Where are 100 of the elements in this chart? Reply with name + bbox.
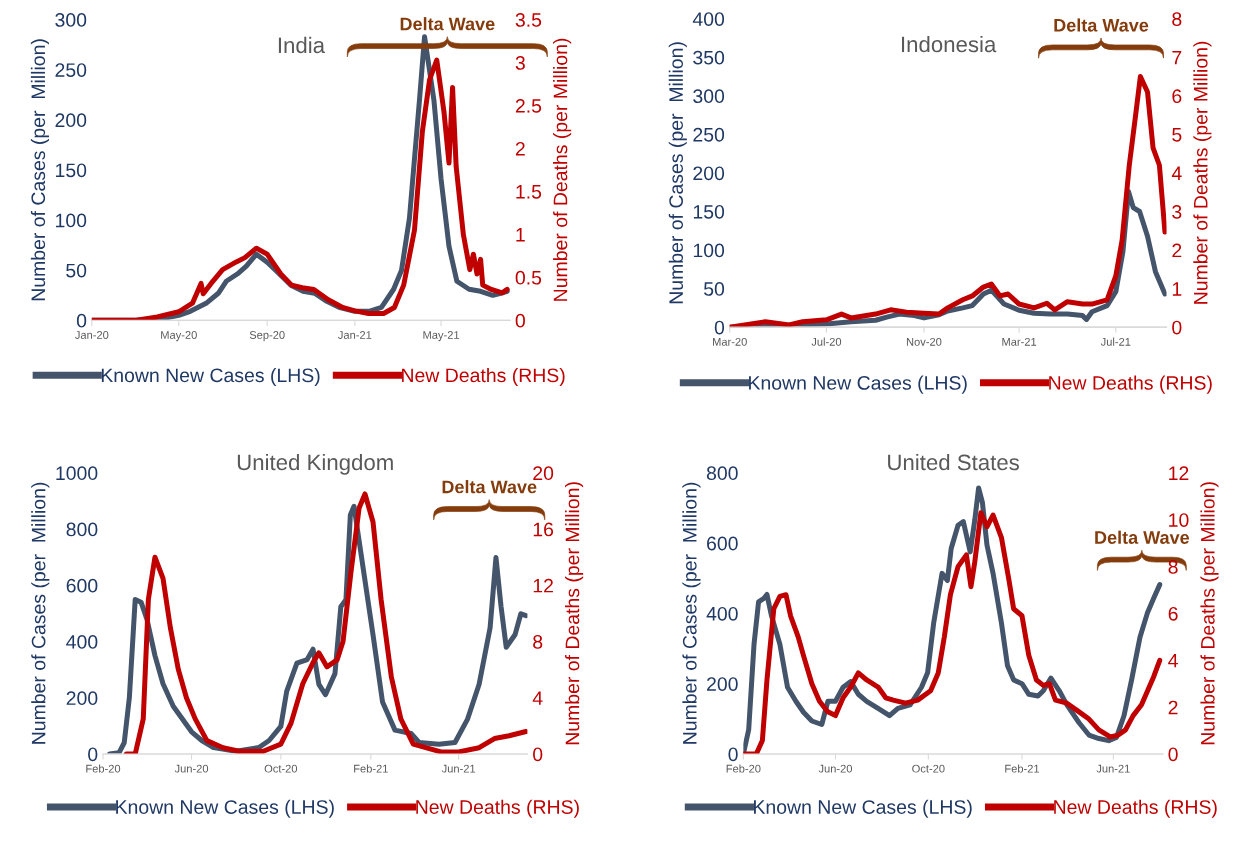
x-tick-label: Jun-20 (818, 764, 853, 773)
legend-label: New Deaths (RHS) (416, 799, 579, 818)
legend-label: New Deaths (RHS) (1049, 375, 1212, 394)
y-tick-label: 400 (706, 606, 738, 621)
y-tick-label: 0 (88, 747, 98, 762)
y-tick-label: 200 (55, 113, 87, 128)
x-tick-label: Jun-21 (441, 764, 476, 773)
x-tick-label: Mar-21 (1002, 337, 1037, 346)
legend-label: Known New Cases (LHS) (116, 799, 334, 818)
y-tick-label: 100 (693, 243, 725, 258)
y-tick-label: 50 (704, 282, 725, 296)
y2-tick-label: 8 (1168, 560, 1178, 574)
y-axis-title: Number of Cases (per Million) (682, 482, 701, 744)
y2-tick-label: 0 (1168, 747, 1178, 762)
y2-tick-label: 12 (533, 578, 553, 593)
y2-tick-label: 12 (1169, 466, 1189, 480)
y2-axis-title: Number of Deaths (per Million) (1193, 41, 1212, 304)
y2-tick-label: 6 (1172, 89, 1182, 104)
x-tick-label: Jul-21 (1100, 337, 1131, 346)
y2-axis-title: Number of Deaths (per Million) (1200, 482, 1219, 745)
annotation: Delta Wave (442, 480, 537, 494)
y-tick-label: 0 (76, 313, 87, 328)
y-tick-label: 250 (693, 127, 725, 142)
y-tick-label: 200 (693, 166, 725, 181)
y-tick-label: 400 (66, 635, 98, 649)
x-tick-label: May-20 (161, 331, 197, 342)
y2-tick-label: 0 (1172, 320, 1182, 335)
text: India (278, 36, 326, 54)
annotation: Delta Wave (1095, 530, 1190, 544)
x-tick-label: Jan-20 (75, 331, 109, 339)
x-tick-label: Jun-21 (1096, 764, 1130, 773)
y-tick-label: 200 (66, 691, 98, 706)
x-tick-label: Feb-21 (354, 764, 388, 773)
y-tick-label: 350 (693, 50, 725, 65)
x-tick-label: Feb-20 (726, 764, 761, 773)
y2-tick-label: 4 (1171, 166, 1182, 180)
legend-label: New Deaths (RHS) (402, 367, 565, 387)
y-tick-label: 300 (693, 89, 725, 104)
legend-label: New Deaths (RHS) (1054, 799, 1217, 818)
y-tick-label: 1000 (56, 466, 98, 481)
text: Indonesia (901, 35, 997, 53)
y2-tick-label: 16 (533, 522, 554, 537)
x-tick-label: Oct-20 (264, 764, 298, 773)
y-tick-label: 800 (66, 522, 98, 537)
legend-label: Known New Cases (LHS) (101, 367, 320, 387)
y2-tick-label: 20 (533, 466, 554, 481)
x-tick-label: May-21 (423, 331, 460, 342)
y2-tick-label: 10 (1169, 513, 1189, 527)
y2-tick-label: 1 (516, 228, 525, 242)
y2-tick-label: 2.5 (515, 98, 542, 113)
legend-label: Known New Cases (LHS) (754, 799, 972, 818)
y-axis-title: Number of Cases (per Million) (30, 39, 49, 301)
y-tick-label: 0 (728, 747, 738, 762)
annotation: Delta Wave (400, 17, 495, 31)
legend-label: Known New Cases (LHS) (749, 375, 967, 394)
x-tick-label: Feb-21 (1005, 764, 1040, 773)
y2-tick-label: 0 (533, 747, 543, 762)
x-tick-label: Jul-20 (811, 337, 842, 346)
y2-tick-label: 2 (515, 141, 525, 156)
y2-tick-label: 2 (1168, 700, 1178, 715)
y2-tick-label: 0 (515, 313, 525, 328)
y2-tick-label: 0.5 (515, 270, 542, 285)
y-tick-label: 250 (55, 63, 87, 77)
y2-tick-label: 3 (515, 56, 525, 70)
y-tick-label: 600 (707, 536, 738, 551)
y-tick-label: 150 (56, 163, 87, 178)
y-tick-label: 0 (714, 320, 725, 335)
y2-tick-label: 3.5 (515, 13, 542, 27)
y-tick-label: 400 (692, 12, 725, 26)
x-tick-label: Jun-20 (174, 764, 209, 773)
x-tick-label: Feb-20 (86, 764, 121, 773)
y-tick-label: 300 (55, 13, 87, 27)
y2-tick-label: 4 (532, 691, 543, 705)
y2-tick-label: 5 (1172, 128, 1182, 142)
y2-axis-title: Number of Deaths (per Million) (553, 38, 572, 301)
y-tick-label: 200 (707, 677, 738, 691)
y-tick-label: 150 (693, 204, 725, 219)
x-tick-label: Mar-20 (713, 337, 747, 346)
y2-tick-label: 1 (1172, 282, 1182, 296)
y2-axis-title: Number of Deaths (per Million) (565, 482, 584, 745)
y2-tick-label: 6 (1168, 606, 1178, 621)
y-tick-label: 100 (56, 213, 87, 228)
y-tick-label: 600 (66, 578, 98, 593)
y2-tick-label: 7 (1172, 50, 1182, 65)
x-tick-label: Jan-21 (338, 331, 372, 339)
x-tick-label: Nov-20 (906, 337, 942, 346)
chart-title: United States (888, 453, 1019, 471)
y2-tick-label: 4 (1168, 653, 1178, 668)
y2-tick-label: 3 (1172, 204, 1182, 219)
y2-tick-label: 8 (533, 635, 543, 649)
y-tick-label: 50 (66, 263, 87, 278)
y2-tick-label: 1.5 (516, 185, 542, 199)
x-tick-label: Oct-20 (912, 764, 945, 773)
y-axis-title: Number of Cases (per Million) (31, 482, 50, 744)
y2-tick-label: 8 (1172, 12, 1182, 26)
y-axis-title: Number of Cases (per Million) (668, 42, 687, 304)
annotation: Delta Wave (1054, 18, 1149, 32)
x-tick-label: Sep-20 (249, 331, 285, 342)
y2-tick-label: 2 (1172, 243, 1182, 258)
y-tick-label: 800 (706, 466, 738, 481)
